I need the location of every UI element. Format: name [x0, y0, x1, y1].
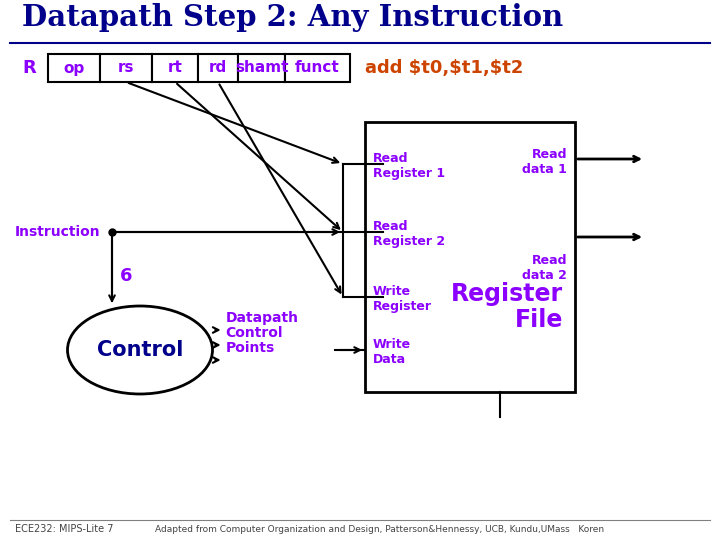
Text: Read
Register 2: Read Register 2 — [373, 220, 445, 248]
Bar — [238, 54, 285, 82]
Text: Write
Register: Write Register — [373, 285, 432, 313]
Text: 6: 6 — [120, 267, 132, 285]
Text: Datapath: Datapath — [225, 311, 299, 325]
Bar — [152, 54, 198, 82]
Text: Register
File: Register File — [451, 282, 563, 332]
Bar — [365, 122, 575, 392]
Text: ECE232: MIPS-Lite 7: ECE232: MIPS-Lite 7 — [15, 524, 114, 534]
Text: Read
Register 1: Read Register 1 — [373, 152, 445, 180]
Text: add $t0,$t1,$t2: add $t0,$t1,$t2 — [365, 59, 523, 77]
Text: Control: Control — [96, 340, 183, 360]
Text: op: op — [63, 60, 85, 76]
Bar — [285, 54, 350, 82]
Text: rs: rs — [118, 60, 134, 76]
Text: Datapath Step 2: Any Instruction: Datapath Step 2: Any Instruction — [22, 3, 563, 32]
Text: funct: funct — [295, 60, 340, 76]
Text: rd: rd — [209, 60, 227, 76]
Text: Read
data 2: Read data 2 — [522, 254, 567, 282]
Text: R: R — [22, 59, 36, 77]
Ellipse shape — [68, 306, 212, 394]
Text: Adapted from Computer Organization and Design, Patterson&Hennessy, UCB, Kundu,UM: Adapted from Computer Organization and D… — [156, 524, 605, 534]
Bar — [48, 54, 100, 82]
Text: Instruction: Instruction — [15, 225, 101, 239]
Bar — [198, 54, 238, 82]
Text: shamt: shamt — [235, 60, 288, 76]
Text: Control: Control — [225, 326, 283, 340]
Text: Write
Data: Write Data — [373, 338, 411, 366]
Text: Points: Points — [225, 341, 275, 355]
Text: rt: rt — [168, 60, 182, 76]
Bar — [100, 54, 152, 82]
Text: Read
data 1: Read data 1 — [522, 148, 567, 176]
